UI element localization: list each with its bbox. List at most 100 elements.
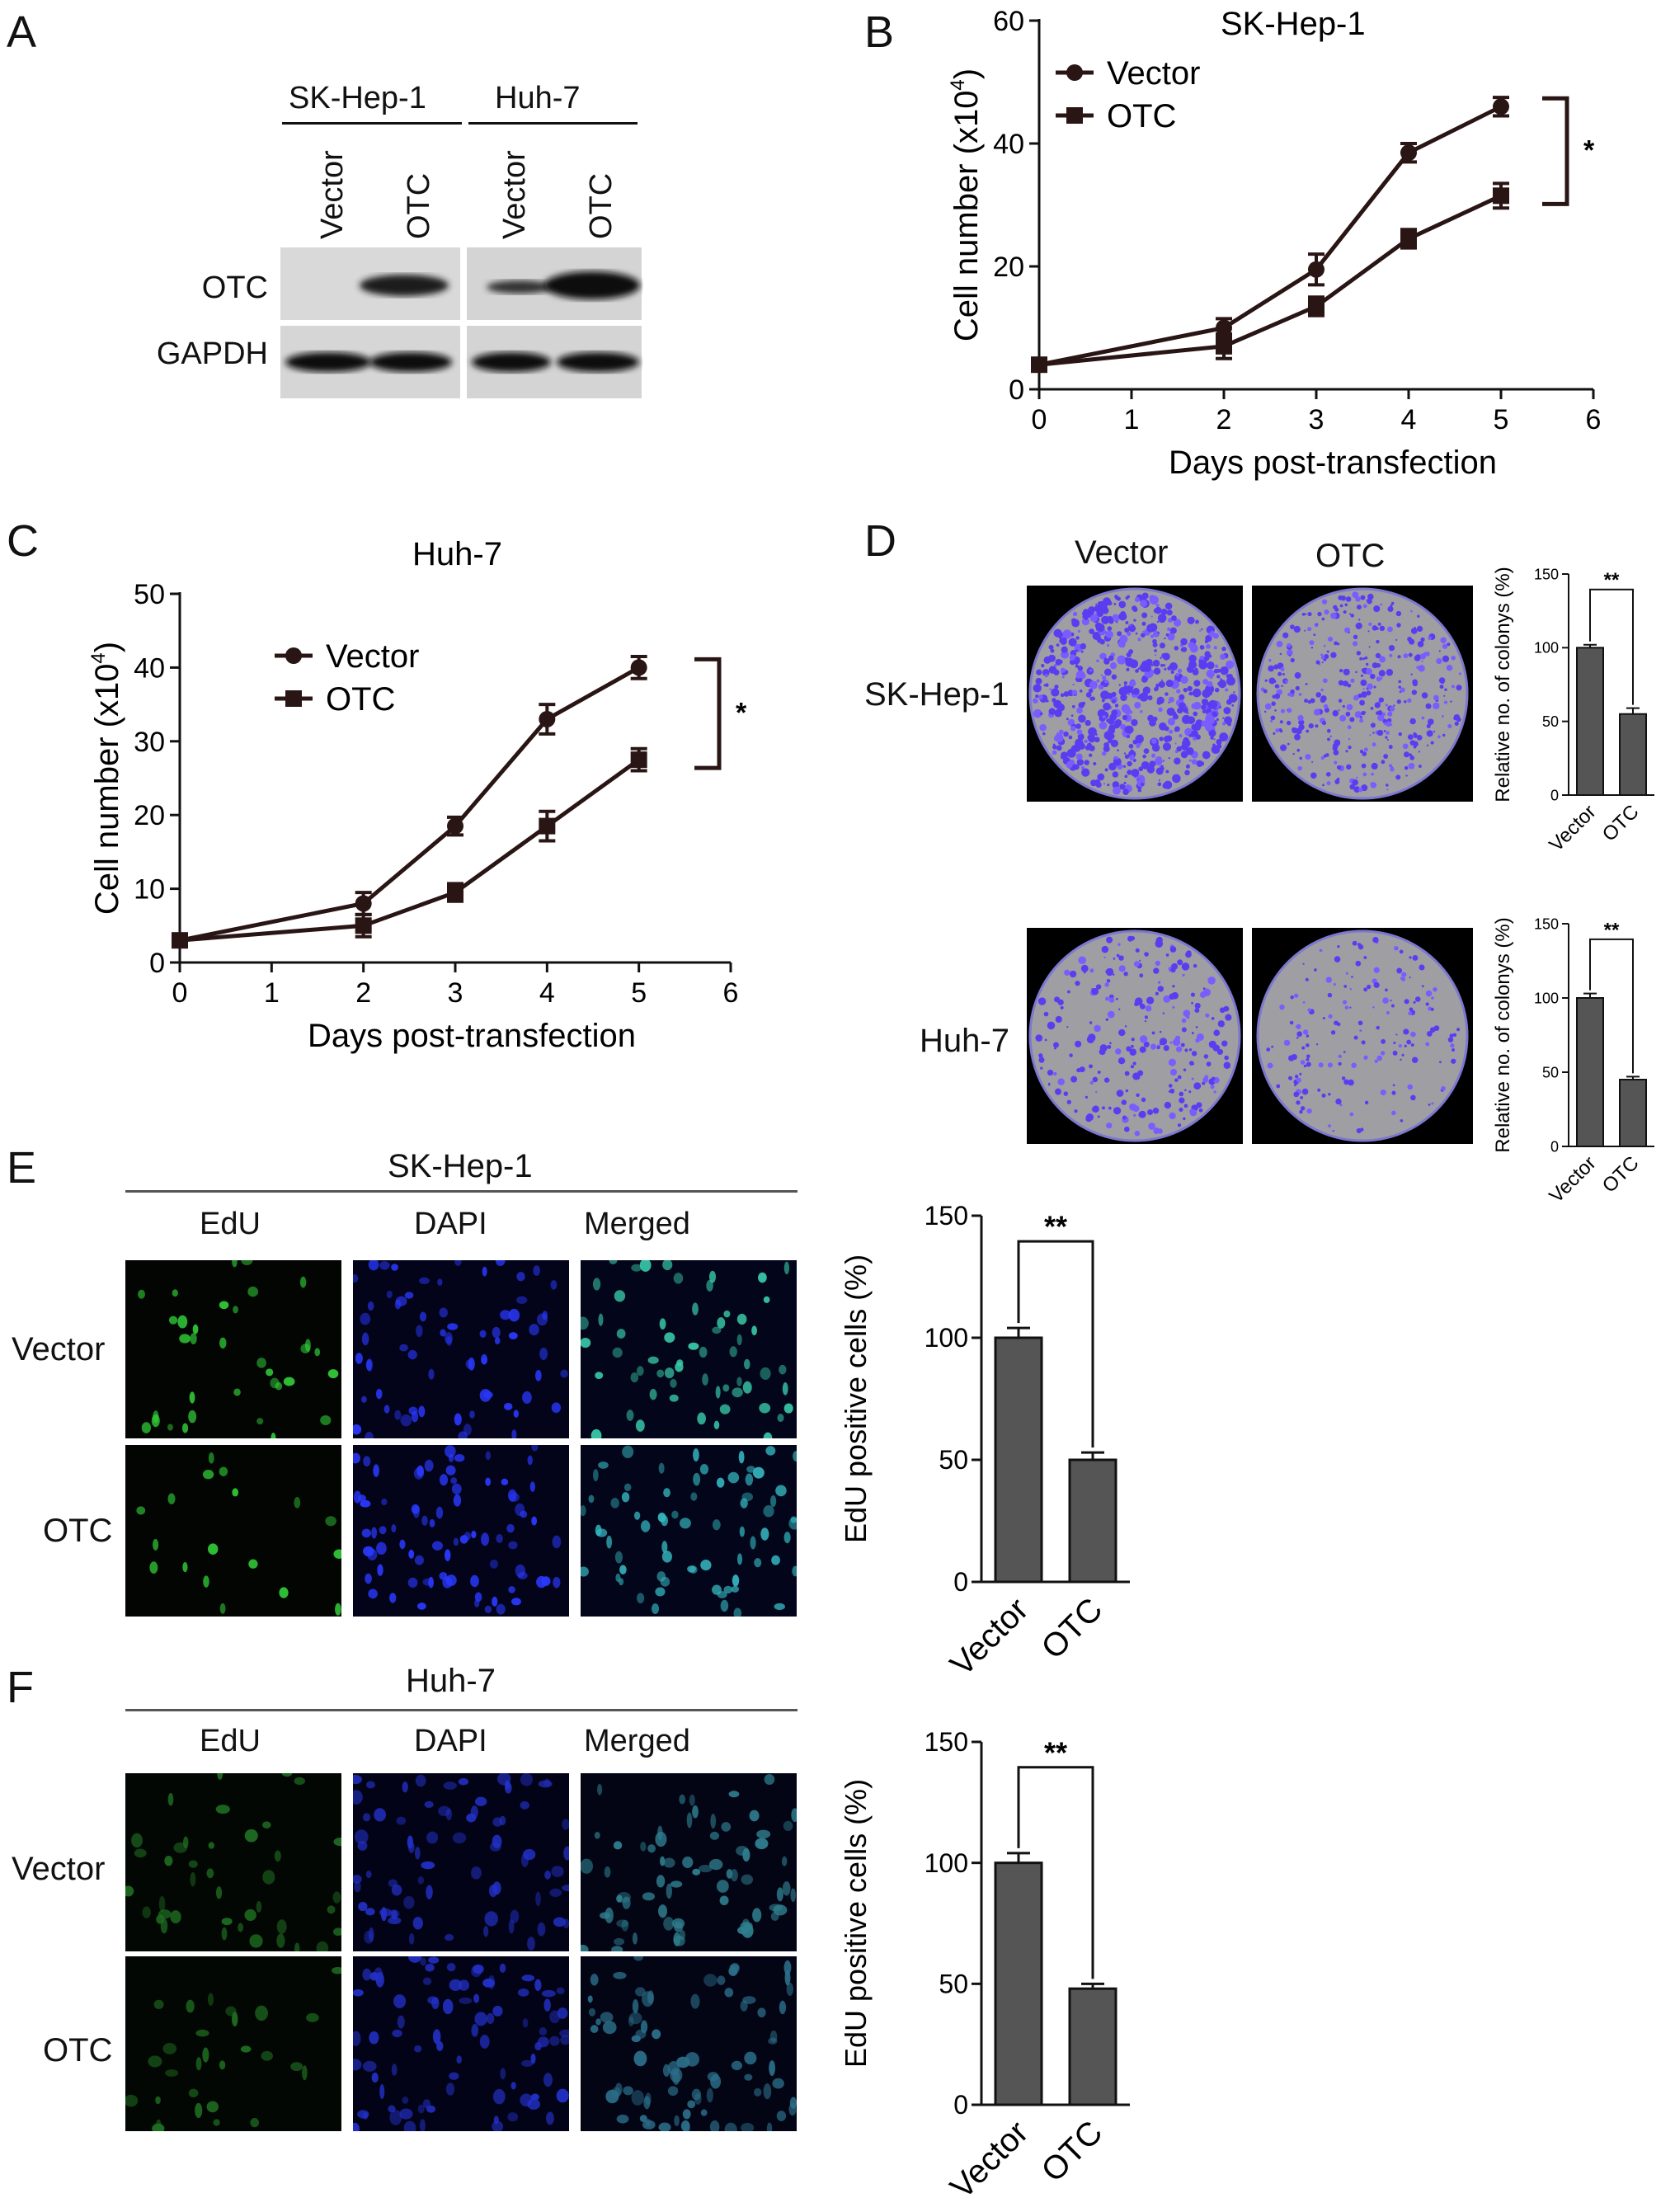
column-header: EdU bbox=[200, 1207, 261, 1241]
x-tick-label: Vector bbox=[1545, 801, 1600, 850]
data-point bbox=[355, 895, 372, 912]
significance-marker: ** bbox=[1044, 1210, 1067, 1244]
panel-letter-a: A bbox=[7, 7, 37, 57]
x-tick-label: 6 bbox=[1586, 404, 1602, 435]
y-tick-label: 50 bbox=[1542, 713, 1559, 730]
y-tick-label: 100 bbox=[1534, 640, 1559, 657]
data-point bbox=[539, 817, 556, 835]
y-axis-label: Cell number (x104) bbox=[87, 642, 125, 915]
y-tick-label: 0 bbox=[1550, 787, 1559, 803]
group-underline bbox=[282, 122, 462, 125]
legend-marker bbox=[1066, 107, 1083, 124]
row-label: Huh-7 bbox=[920, 1023, 1009, 1059]
significance-bracket bbox=[1017, 1766, 1094, 1979]
x-tick-label: OTC bbox=[1598, 1152, 1644, 1198]
y-tick-label: 20 bbox=[993, 252, 1024, 283]
bar bbox=[1576, 647, 1604, 797]
edu-image bbox=[125, 1260, 341, 1438]
panel-title: SK-Hep-1 bbox=[388, 1148, 533, 1184]
edu-image bbox=[125, 1773, 341, 1951]
y-tick-label: 0 bbox=[149, 948, 165, 979]
panel-letter-e: E bbox=[7, 1143, 37, 1193]
significance-marker: * bbox=[1583, 134, 1595, 166]
merged-image bbox=[581, 1445, 797, 1617]
y-tick-label: 100 bbox=[925, 1323, 968, 1353]
x-tick-label: OTC bbox=[1035, 1591, 1110, 1666]
bar bbox=[994, 1861, 1043, 2106]
y-tick-label: 50 bbox=[1542, 1064, 1559, 1080]
bar bbox=[1619, 713, 1647, 797]
lane-label: Vector bbox=[315, 150, 350, 239]
y-tick-label: 50 bbox=[939, 1445, 968, 1475]
data-point bbox=[1031, 356, 1047, 374]
significance-bracket bbox=[1542, 96, 1569, 206]
y-tick-label: 60 bbox=[993, 6, 1024, 37]
y-axis-label-text: Cell number (x10 bbox=[89, 664, 125, 915]
data-point bbox=[539, 710, 556, 727]
lane-label: Vector bbox=[497, 150, 532, 239]
blot-row-label: GAPDH bbox=[156, 337, 268, 371]
x-axis-label: Days post-transfection bbox=[308, 1018, 636, 1054]
merged-image bbox=[581, 1260, 797, 1438]
panel-letter-b: B bbox=[864, 7, 895, 57]
data-point bbox=[1400, 230, 1417, 247]
edu-image bbox=[125, 1445, 341, 1617]
merged-image bbox=[581, 1956, 797, 2131]
row-label: Vector bbox=[12, 1331, 106, 1367]
series-line bbox=[1038, 194, 1503, 367]
x-tick-label: 3 bbox=[448, 977, 463, 1009]
x-tick-label: 4 bbox=[539, 977, 555, 1009]
y-tick-label: 100 bbox=[925, 1848, 968, 1878]
header-divider bbox=[125, 1709, 798, 1711]
significance-bracket bbox=[1589, 588, 1634, 705]
header-divider bbox=[125, 1190, 798, 1193]
y-tick-label: 150 bbox=[925, 1201, 968, 1231]
data-point bbox=[1493, 98, 1509, 115]
panel-letter-d: D bbox=[864, 516, 896, 566]
legend-marker bbox=[1066, 64, 1083, 81]
bar bbox=[1068, 1987, 1117, 2106]
bar-chart-d1: 0 50 100 150 Relative no. of colonys (%) Vect… bbox=[1492, 566, 1654, 850]
panel-letter-c: C bbox=[7, 516, 39, 566]
x-tick-label: 2 bbox=[355, 977, 371, 1009]
series-line bbox=[179, 758, 641, 943]
y-tick-label: 50 bbox=[939, 1970, 968, 1999]
dapi-image bbox=[353, 1773, 569, 1951]
y-axis-label-sup: 4 bbox=[87, 652, 110, 663]
x-tick-label: 4 bbox=[1401, 404, 1417, 435]
y-axis-label: Relative no. of colonys (%) bbox=[1492, 567, 1514, 802]
column-header: EdU bbox=[200, 1724, 261, 1758]
bar-chart-f: 0 50 100 150 EdU positive cells (%) Vector OTC… bbox=[839, 1727, 1130, 2206]
x-tick-label: OTC bbox=[1035, 2114, 1110, 2189]
chart-title: Huh-7 bbox=[412, 536, 502, 572]
data-point bbox=[447, 884, 463, 901]
significance-marker: ** bbox=[1044, 1735, 1067, 1769]
data-point bbox=[1400, 144, 1417, 162]
column-header: DAPI bbox=[414, 1207, 487, 1241]
column-header: DAPI bbox=[414, 1724, 487, 1758]
line-chart-b: SK-Hep-1 0 20 40 60 0 1 2 3 4 5 6 Days post-transfec… bbox=[947, 6, 1602, 481]
blot-group-label: SK-Hep-1 bbox=[289, 81, 426, 115]
x-tick-label: Vector bbox=[943, 1591, 1035, 1683]
y-axis-label-text: Cell number (x10 bbox=[948, 91, 985, 342]
edu-image bbox=[125, 1956, 341, 2131]
y-tick-label: 150 bbox=[1534, 915, 1559, 932]
data-point bbox=[1308, 261, 1324, 278]
dapi-image bbox=[353, 1260, 569, 1438]
chart-title: SK-Hep-1 bbox=[1221, 6, 1366, 42]
column-header: Vector bbox=[1075, 534, 1169, 571]
data-point bbox=[355, 917, 372, 934]
y-tick-label: 0 bbox=[953, 1567, 968, 1597]
line-chart-c: Huh-7 0 10 20 30 40 50 0 1 2 3 4 5 6 Days post-transfe… bbox=[87, 536, 747, 1054]
x-tick-label: 0 bbox=[1032, 404, 1047, 435]
y-tick-label: 20 bbox=[134, 800, 165, 831]
dapi-image bbox=[353, 1445, 569, 1617]
x-tick-label: 5 bbox=[1494, 404, 1509, 435]
colony-dish-image bbox=[1252, 586, 1473, 802]
row-label: SK-Hep-1 bbox=[864, 676, 1009, 713]
x-tick-label: 5 bbox=[631, 977, 647, 1009]
legend-label: Vector bbox=[1107, 55, 1200, 92]
legend-label: Vector bbox=[326, 638, 419, 675]
y-axis-label: Cell number (x104) bbox=[947, 68, 985, 341]
data-point bbox=[630, 751, 647, 769]
